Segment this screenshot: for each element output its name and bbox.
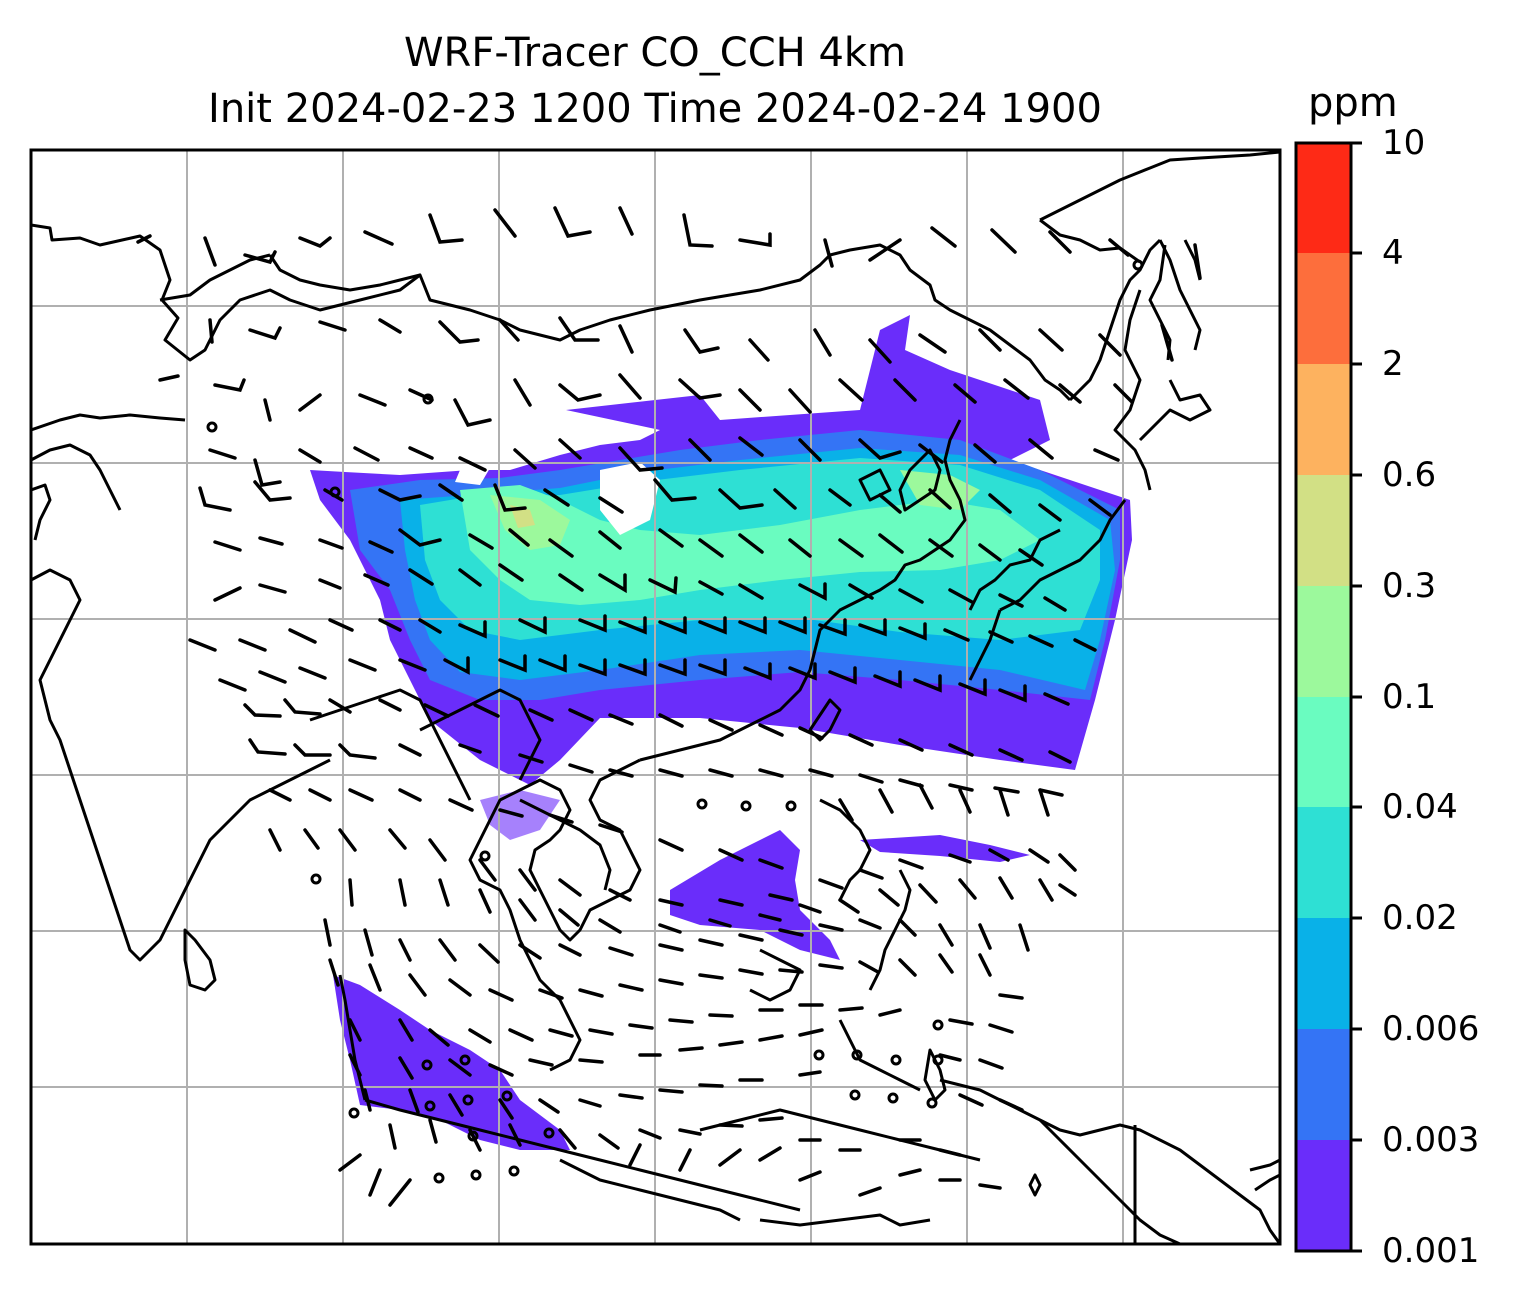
colorbar-band-3: [1296, 807, 1351, 918]
colorbar-tick-label: 0.003: [1382, 1120, 1480, 1160]
wind-barbs: [136, 206, 1202, 1207]
colorbar-tick-label: 0.1: [1382, 677, 1437, 717]
chart-title: WRF-Tracer CO_CCH 4km: [403, 30, 907, 76]
field-patch-south-2: [860, 835, 1030, 862]
field-level-5: [460, 485, 1040, 605]
calm-markers: [206, 259, 1144, 1184]
colorbar-band-1: [1296, 1029, 1351, 1140]
colorbar-unit-label: ppm: [1308, 80, 1398, 126]
colorbar-tick-label: 0.3: [1382, 566, 1437, 606]
colorbar-band-6: [1296, 475, 1351, 586]
colorbar-tick-label: 2: [1382, 344, 1404, 384]
colorbar-tick-label: 10: [1382, 123, 1426, 163]
colorbar-tick-label: 0.02: [1382, 898, 1458, 938]
map-frame: [29, 148, 1282, 1246]
colorbar-tick-label: 0.6: [1382, 455, 1437, 495]
colorbar: [1294, 141, 1362, 1253]
colorbar-ticks: [1351, 141, 1362, 1253]
colorbar-tick-label: 0.006: [1382, 1009, 1480, 1049]
field-patch-south-1: [670, 830, 840, 960]
field-level-7: [510, 505, 535, 528]
gridlines: [31, 150, 1280, 1244]
colorbar-band-4: [1296, 697, 1351, 807]
chart-subtitle: Init 2024-02-23 1200 Time 2024-02-24 190…: [208, 86, 1102, 132]
colorbar-band-2: [1296, 918, 1351, 1029]
tracer-field: [310, 315, 1132, 1150]
colorbar-band-8: [1296, 253, 1351, 364]
colorbar-tick-label: 0.04: [1382, 787, 1458, 827]
colorbar-band-9: [1296, 143, 1351, 253]
colorbar-band-0: [1296, 1140, 1351, 1251]
colorbar-band-7: [1296, 364, 1351, 475]
colorbar-band-5: [1296, 586, 1351, 697]
colorbar-tick-label: 4: [1382, 233, 1404, 273]
colorbar-tick-label: 0.001: [1382, 1231, 1480, 1271]
